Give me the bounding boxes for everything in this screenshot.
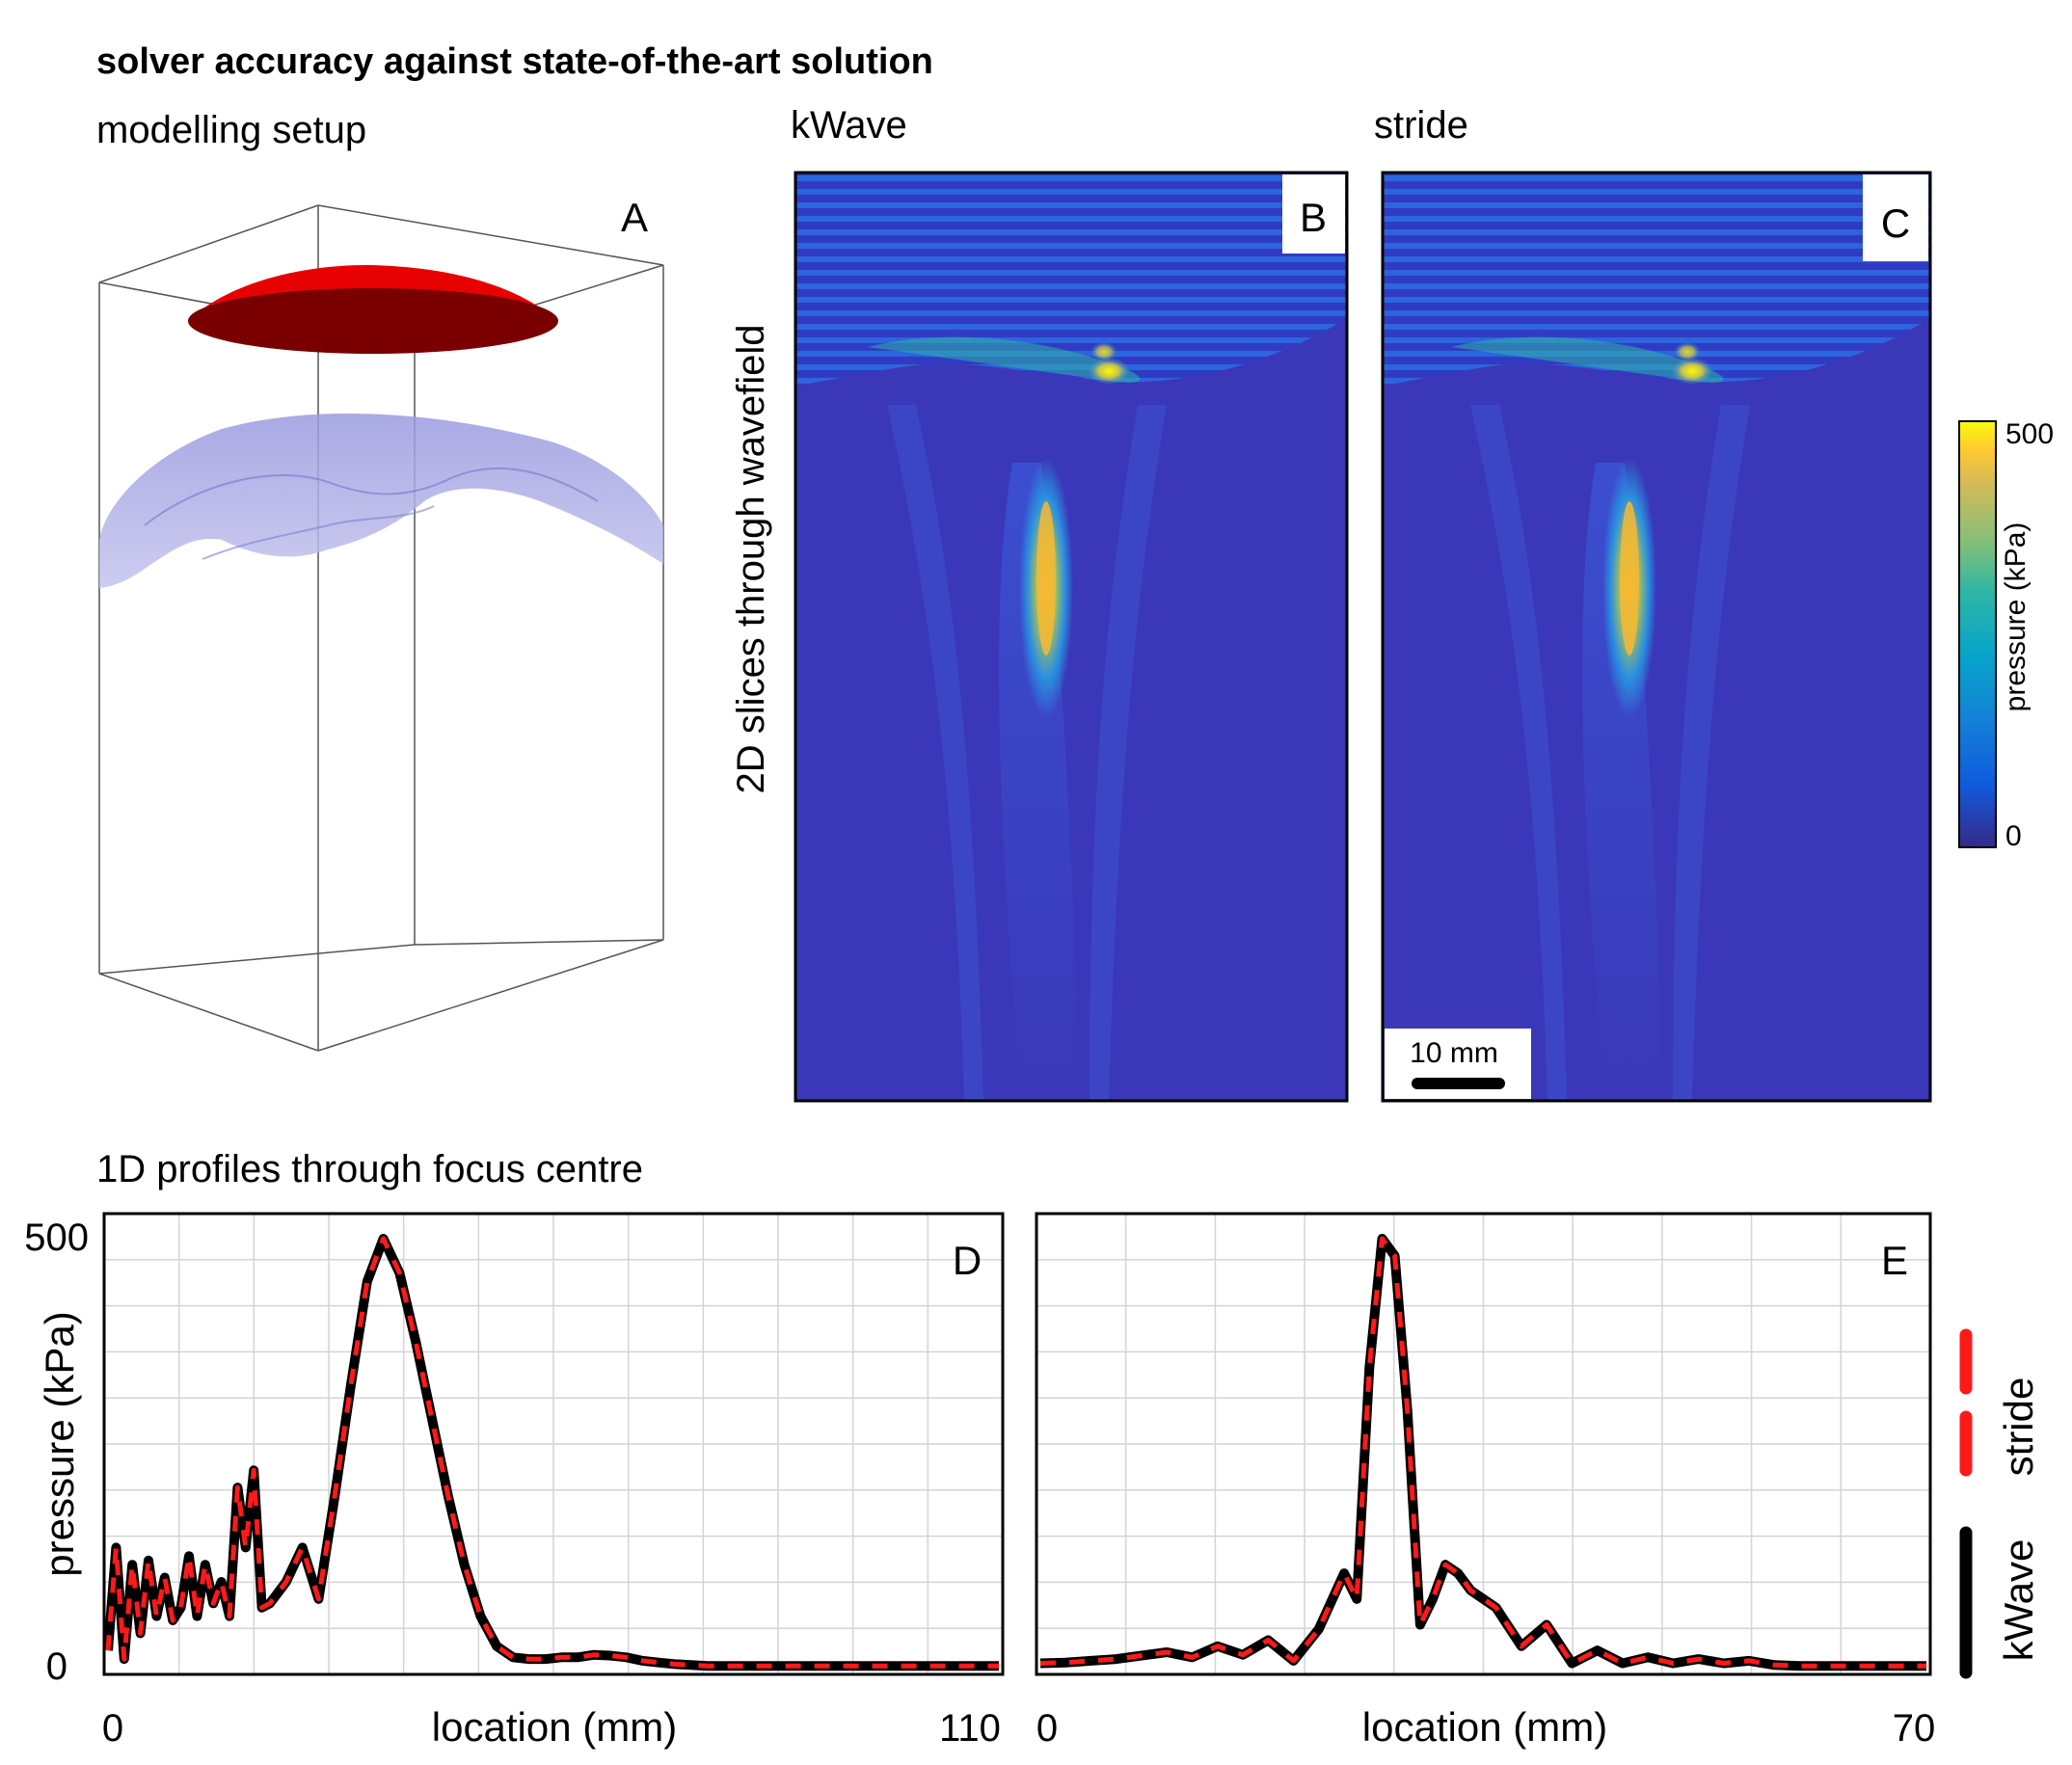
colorbar-label: pressure (kPa) xyxy=(2000,522,2032,712)
panel-e-letter: E xyxy=(1881,1238,1908,1283)
colorbar-min-label: 0 xyxy=(2005,820,2022,852)
legend: stride kWave xyxy=(1959,1328,2041,1679)
panel-e-stride-line xyxy=(1039,1236,1926,1669)
setup-label: modelling setup xyxy=(96,109,366,151)
panel-d-kwave-line xyxy=(103,1234,999,1671)
skull-surface xyxy=(99,413,663,588)
colorbar: 500 0 pressure (kPa) xyxy=(1958,418,2054,852)
scale-bar-label: 10 mm xyxy=(1410,1037,1498,1069)
panel-e-xtick-max: 70 xyxy=(1893,1707,1936,1750)
panel-d-ytick-min: 0 xyxy=(46,1645,67,1688)
colorbar-max-label: 500 xyxy=(2005,418,2054,450)
panel-e-xlabel: location (mm) xyxy=(1362,1704,1607,1750)
panel-d-ytick-max: 500 xyxy=(24,1217,89,1259)
panel-c-letter: C xyxy=(1881,201,1910,246)
profiles-label: 1D profiles through focus centre xyxy=(96,1148,643,1190)
stride-header: stride xyxy=(1374,104,1468,147)
panel-b-kwave-slice: B xyxy=(794,171,1349,1103)
panel-e-grid xyxy=(1036,1214,1930,1674)
panel-d-ylabel: pressure (kPa) xyxy=(37,1311,82,1576)
panel-a-setup: A xyxy=(98,195,664,1052)
figure-title: solver accuracy against state-of-the-art… xyxy=(96,41,933,82)
panel-d-letter: D xyxy=(953,1238,982,1283)
panel-d-xtick-max: 110 xyxy=(939,1707,1001,1750)
panel-d-chart: D 500 0 pressure (kPa) 0 110 location (m… xyxy=(24,1212,1005,1750)
panel-b-letter: B xyxy=(1300,195,1327,240)
legend-kwave-label: kWave xyxy=(1996,1539,2041,1662)
panel-c-stride-slice: C 10 mm xyxy=(1381,171,1932,1103)
panel-d-xlabel: location (mm) xyxy=(432,1704,677,1750)
transducer xyxy=(188,265,558,354)
panel-e-xtick-min: 0 xyxy=(1036,1707,1058,1750)
kwave-header: kWave xyxy=(791,104,907,147)
slices-ylabel: 2D slices through wavefield xyxy=(730,325,772,794)
panel-d-xtick-min: 0 xyxy=(102,1707,123,1750)
legend-stride-label: stride xyxy=(1996,1377,2041,1477)
panel-e-chart: E 0 70 location (mm) xyxy=(1035,1212,1936,1750)
panel-a-letter: A xyxy=(621,195,648,240)
